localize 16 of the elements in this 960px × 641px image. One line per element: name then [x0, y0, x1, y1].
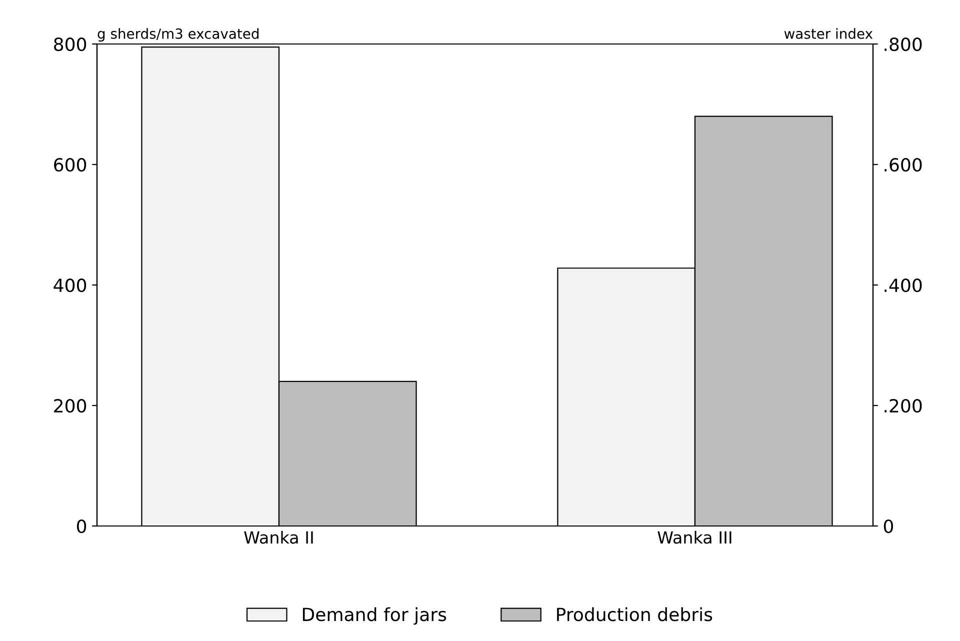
- y2-tick-label: .400: [884, 278, 922, 292]
- y-tick-label: 600: [54, 158, 86, 172]
- legend-label: Demand for jars: [302, 607, 446, 625]
- y2-axis-title: waster index: [784, 28, 873, 39]
- y-axis-title: g sherds/m3 excavated: [98, 28, 258, 42]
- y2-tick-label: .600: [884, 158, 922, 172]
- y-tick-label: 200: [54, 398, 86, 413]
- y-tick-label: 0: [76, 519, 86, 534]
- legend-label: Production debris: [557, 607, 712, 622]
- y-tick-label: 800: [54, 37, 86, 52]
- x-tick-label: Wanka II: [244, 530, 313, 544]
- y2-tick-label: 0: [884, 519, 894, 534]
- y-tick-label: 400: [54, 278, 86, 292]
- y2-tick-label: .800: [884, 37, 922, 52]
- y2-tick-label: .200: [884, 398, 922, 413]
- x-tick-label: Wanka III: [658, 530, 732, 544]
